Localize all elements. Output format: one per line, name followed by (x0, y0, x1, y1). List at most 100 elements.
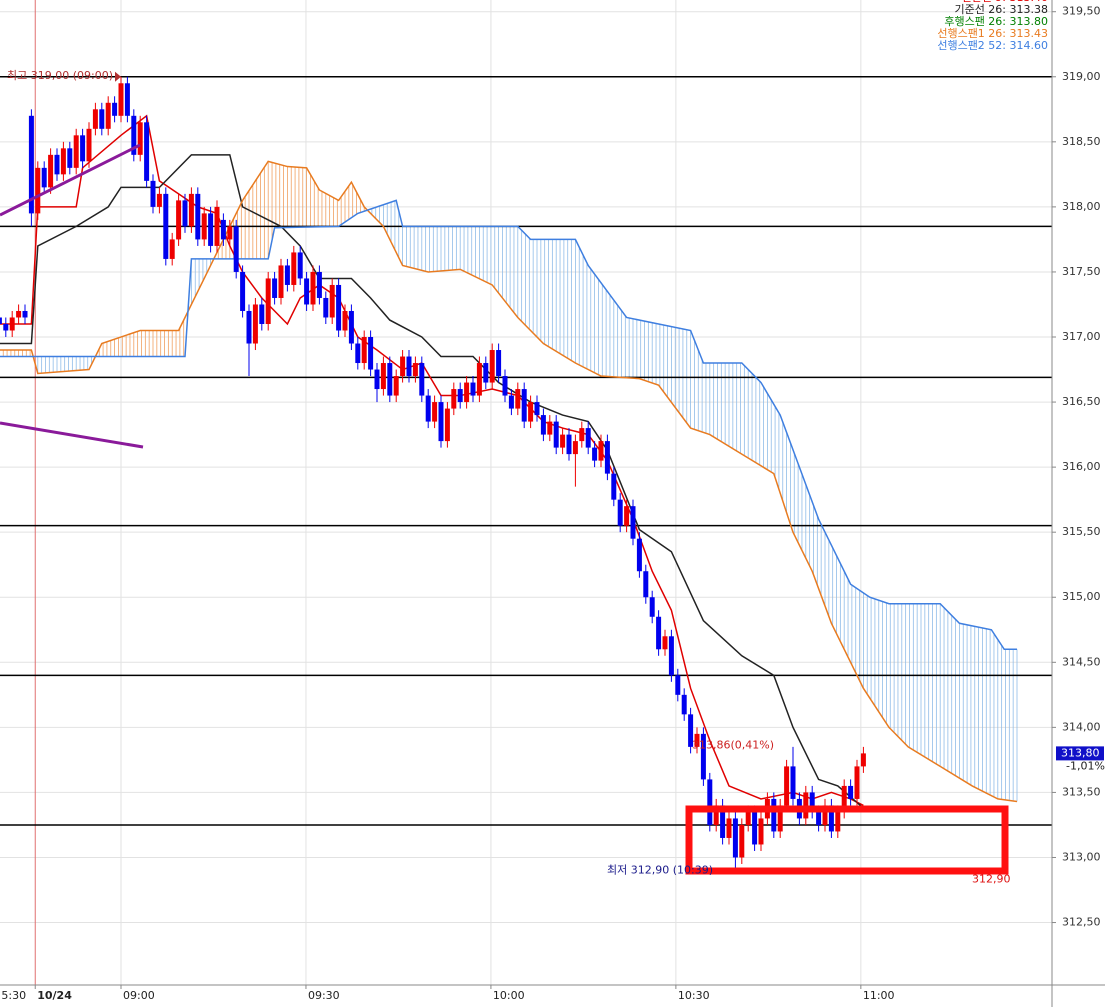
y-tick-label: 314,50 (1062, 655, 1101, 668)
candle-body (521, 389, 527, 422)
x-tick-label: 5:30 (1, 989, 26, 1002)
candles (0, 76, 866, 871)
candle-body (432, 402, 438, 422)
candle-body (732, 818, 738, 858)
candle-body (323, 297, 329, 318)
candle-body (304, 278, 310, 305)
candle-body (496, 350, 502, 377)
candle-body (809, 792, 815, 812)
candle-body (745, 811, 751, 825)
candle-body (374, 369, 380, 390)
trend-line (0, 421, 144, 449)
candle-body (118, 83, 124, 116)
candle-body (643, 571, 649, 598)
candle-body (361, 337, 367, 364)
candle-body (54, 154, 60, 175)
candle-body (470, 382, 476, 396)
candle-body (355, 343, 361, 364)
candle-body (112, 102, 118, 116)
candle-body (214, 206, 220, 246)
candle-body (752, 811, 758, 845)
candle-body (784, 766, 790, 806)
candle-body (348, 310, 354, 344)
candle-body (438, 402, 444, 442)
y-tick-label: 318,50 (1062, 135, 1101, 148)
x-tick-label: 10:30 (678, 989, 710, 1002)
y-tick-label: 312,50 (1062, 916, 1101, 929)
candle-body (624, 506, 630, 526)
candle-body (182, 200, 188, 227)
candle-body (284, 265, 290, 285)
candle-body (656, 616, 662, 650)
candle-body (169, 239, 175, 259)
x-tick-label: 09:00 (123, 989, 155, 1002)
horizontal-lines (0, 76, 1052, 826)
candle-body (259, 304, 265, 324)
candle-body (860, 753, 866, 767)
candle-body (240, 271, 246, 311)
candle-body (476, 363, 482, 396)
candle-body (566, 434, 572, 455)
candle-body (3, 323, 9, 331)
indicator-line (0, 160, 1018, 803)
candle-body (489, 350, 495, 383)
mid-label: 313,86(0,41%) (692, 739, 774, 752)
y-tick-label: 314,00 (1062, 720, 1101, 733)
candle-body (272, 278, 278, 298)
candle-body (150, 180, 156, 207)
candle-body (835, 811, 841, 832)
low-price-label: 312,90 (972, 872, 1011, 885)
candle-body (675, 675, 681, 695)
candle-body (515, 389, 521, 409)
candle-body (739, 824, 745, 858)
candle-body (534, 402, 540, 416)
candle-body (758, 818, 764, 845)
x-tick-label: 10/24 (37, 989, 72, 1002)
annotations: 최고 319,00 (09:00) 최저 312,90 (10:39) 313,86… (7, 69, 1011, 886)
candle-body (688, 714, 694, 747)
candle-body (227, 226, 233, 240)
candle-body (425, 395, 431, 422)
candle-body (854, 766, 860, 799)
candle-body (368, 337, 374, 370)
candle-body (451, 389, 457, 409)
candle-body (803, 792, 809, 819)
axes: 312,50 313,00 313,50 314,00 314,50 315,00 315,… (1, 5, 1105, 1002)
last-price-label: 313,80 (1061, 746, 1100, 759)
candle-body (252, 304, 258, 344)
y-tick-label: 319,50 (1062, 5, 1101, 18)
last-price-tag (1056, 746, 1104, 761)
candle-body (560, 434, 566, 448)
candle-body (278, 265, 284, 298)
indicator-line (0, 199, 1017, 651)
candle-body (246, 310, 252, 344)
y-tick-label: 317,00 (1062, 330, 1101, 343)
legend-entry: 선행스팬2 52: 314.60 (937, 39, 1048, 52)
candle-body (572, 441, 578, 455)
candle-body (137, 122, 143, 155)
candle-body (649, 597, 655, 617)
candle-body (457, 389, 463, 403)
candle-body (67, 148, 73, 168)
candle-body (790, 766, 796, 799)
cloud (2, 161, 1018, 802)
candle-body (220, 219, 226, 240)
legend-entry: 후행스팬 26: 313.80 (944, 15, 1048, 28)
candle-body (630, 506, 636, 539)
candle-body (822, 805, 828, 825)
candle-body (329, 284, 335, 318)
candle-body (208, 213, 214, 246)
candle-body (86, 128, 92, 162)
legend-entry: 선행스팬1 26: 313.43 (937, 27, 1048, 40)
candle-body (464, 382, 470, 403)
candle-body (502, 376, 508, 396)
candle-body (22, 310, 28, 318)
candle-body (73, 135, 79, 168)
candle-body (105, 102, 111, 129)
candle-body (579, 428, 585, 442)
candle-body (585, 428, 591, 448)
indicator-line (0, 154, 864, 809)
candle-body (707, 779, 713, 825)
candle-body (604, 441, 610, 474)
